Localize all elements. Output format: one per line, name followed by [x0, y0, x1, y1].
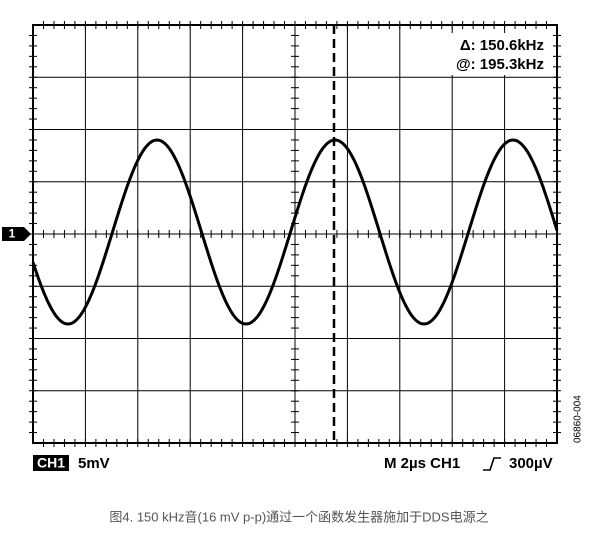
- trigger-symbol: [483, 457, 501, 471]
- readout-background: [438, 33, 552, 75]
- waveform: [31, 138, 559, 326]
- channel-badge: [33, 455, 69, 471]
- cursor-delta: Δ: 150.6kHz: [460, 37, 544, 54]
- trigger-level: 300µV: [509, 455, 553, 472]
- timebase: M 2µs CH1: [384, 455, 460, 472]
- channel-label: CH1: [37, 455, 65, 471]
- channel-marker: [2, 227, 31, 241]
- vertical-scale: 5mV: [78, 455, 110, 472]
- cursor-position: @: 195.3kHz: [456, 56, 544, 73]
- figure-id: 06860-004: [573, 395, 584, 443]
- caption: 图4. 150 kHz音(16 mV p-p)通过一个函数发生器施加于DDS电源…: [109, 509, 488, 524]
- graticule: [29, 21, 561, 447]
- screen-border: [32, 24, 558, 444]
- channel-marker-label: 1: [9, 227, 16, 241]
